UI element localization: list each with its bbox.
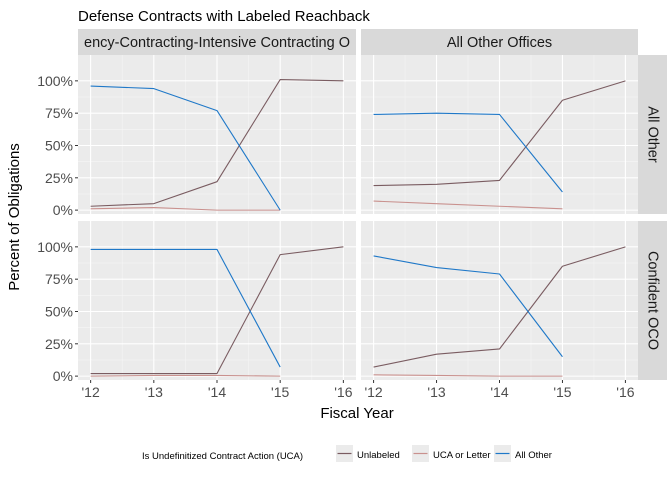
x-tick-label: '13 [145,384,163,400]
facet-panel: 0% 25% 50% 75% 100% '12 '13 '14 '15 '16 [37,221,356,400]
facet-panel: '12 '13 '14 '15 '16 [361,221,638,400]
legend-label: UCA or Letter [433,450,491,461]
x-tick-label: '16 [616,384,634,400]
legend-title: Is Undefinitized Contract Action (UCA) [142,451,303,462]
panels-layer: ency-Contracting-Intensive Contracting O… [37,29,667,400]
series-line-uca-or-letter [373,374,563,377]
chart-title: Defense Contracts with Labeled Reachback [78,8,370,25]
x-axis-label: Fiscal Year [320,405,393,422]
series-line-uca-or-letter [373,200,563,210]
series-line-uca-or-letter [90,374,281,377]
y-tick-label: 75% [45,105,73,121]
y-tick-label: 25% [45,336,73,352]
legend-items: Unlabeled UCA or Letter All Other [336,445,552,462]
y-tick-label: 75% [45,271,73,287]
series-line-all-other [90,85,281,211]
facet-panel: 0% 25% 50% 75% 100% [37,55,356,218]
series-line-all-other [373,255,563,358]
x-tick-label: '12 [364,384,382,400]
series-line-uca-or-letter [90,206,281,211]
legend-item: All Other [494,445,552,462]
y-tick-label: 100% [37,73,73,89]
x-tick-label: '15 [553,384,571,400]
series-line-unlabeled [373,80,626,187]
strip-background [361,29,638,55]
row-strip: All Other [638,55,667,214]
y-axis-label: Percent of Obligations [6,143,23,291]
row-strip-label: All Other [645,106,661,163]
x-tick-label: '13 [427,384,445,400]
y-tick-label: 50% [45,137,73,153]
y-tick-label: 50% [45,303,73,319]
legend-label: Unlabeled [357,450,400,461]
series-line-unlabeled [373,246,626,368]
column-strip: All Other Offices [361,29,638,55]
strip-background [78,29,356,55]
x-tick-label: '15 [271,384,289,400]
x-tick-label: '14 [208,384,226,400]
column-strip-label: All Other Offices [447,35,552,51]
strip-background [638,55,667,214]
y-tick-label: 0% [53,202,73,218]
facet-panel [361,55,638,214]
series-line-all-other [90,248,281,368]
column-strip: ency-Contracting-Intensive Contracting O [78,29,356,55]
x-tick-label: '12 [82,384,100,400]
series-line-unlabeled [90,79,344,207]
series-line-unlabeled [90,246,344,375]
y-tick-label: 0% [53,368,73,384]
strip-background [638,221,667,380]
y-tick-label: 25% [45,170,73,186]
column-strip-label: ency-Contracting-Intensive Contracting O [84,35,350,51]
row-strip-label: Confident OCO [645,251,661,350]
y-tick-label: 100% [37,239,73,255]
series-line-all-other [373,112,563,193]
row-strip: Confident OCO [638,221,667,380]
legend-item: Unlabeled [336,445,400,462]
legend: Is Undefinitized Contract Action (UCA) U… [142,445,552,462]
legend-item: UCA or Letter [412,445,491,462]
x-tick-label: '14 [490,384,508,400]
legend-label: All Other [515,450,552,461]
x-tick-label: '16 [334,384,352,400]
